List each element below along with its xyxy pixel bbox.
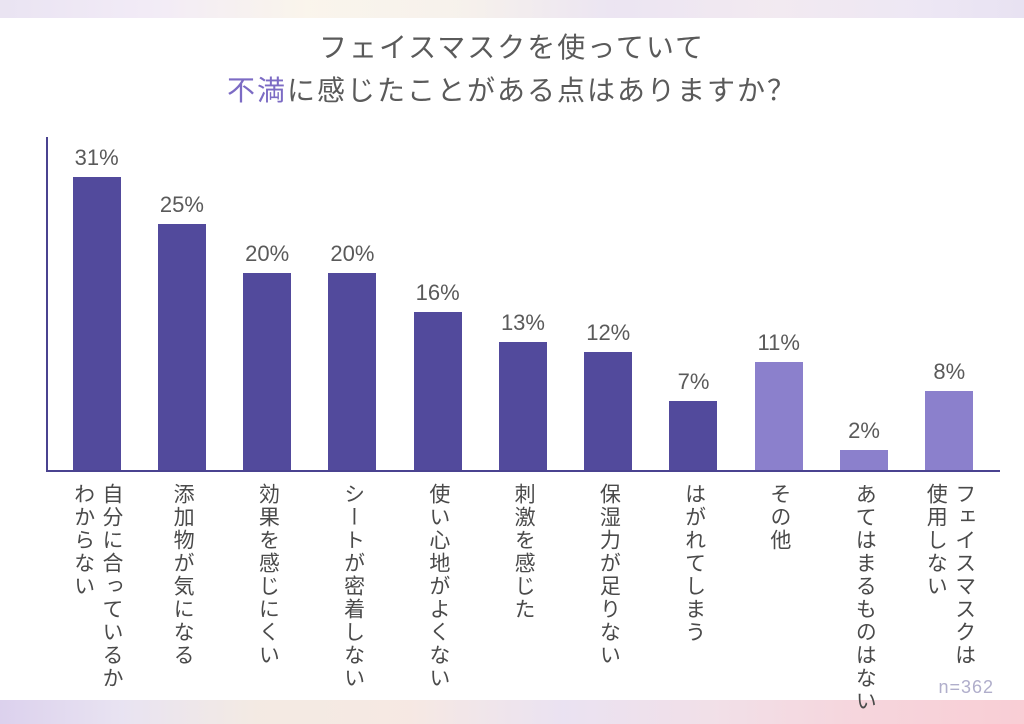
bar-slot: 7% bbox=[651, 145, 736, 470]
category-label: 刺激を感じた bbox=[509, 483, 537, 713]
bar-value-label: 13% bbox=[501, 310, 545, 336]
category-label: その他 bbox=[765, 483, 793, 713]
bar-rect bbox=[414, 312, 462, 470]
category-label: 添加物が気になる bbox=[168, 483, 196, 713]
plot-region: 31% 25% 20% 20% 16% 13% 12% 7% 11% 2% 8% bbox=[46, 145, 1000, 472]
label-slot: その他 bbox=[736, 483, 821, 713]
chart-area: 31%25%20%20%16%13%12%7%11%2%8% 自分に合っているか… bbox=[46, 145, 1000, 675]
label-slot: 効果を感じにくい bbox=[225, 483, 310, 713]
category-label: 保湿力が足りない bbox=[594, 483, 622, 713]
page-container: フェイスマスクを使っていて 不満に感じたことがある点はありますか？ 31% 25%… bbox=[0, 0, 1024, 724]
sample-size: n=362 bbox=[938, 677, 994, 698]
label-slot: 自分に合っているか わからない bbox=[54, 483, 139, 713]
category-label: 使い心地がよくない bbox=[424, 483, 452, 713]
bar-value-label: 7% bbox=[678, 369, 710, 395]
bar-value-label: 16% bbox=[416, 280, 460, 306]
label-slot: 使い心地がよくない bbox=[395, 483, 480, 713]
bar-value-label: 12% bbox=[586, 320, 630, 346]
bars-container: 31% 25% 20% 20% 16% 13% 12% 7% 11% 2% 8% bbox=[46, 145, 1000, 470]
label-slot: 刺激を感じた bbox=[480, 483, 565, 713]
label-slot: シートが密着しない bbox=[310, 483, 395, 713]
bar-slot: 8% bbox=[907, 145, 992, 470]
bar-slot: 12% bbox=[566, 145, 651, 470]
title-rest: に感じたことがある点はありますか？ bbox=[287, 75, 797, 106]
bar-slot: 11% bbox=[736, 145, 821, 470]
bar-slot: 20% bbox=[225, 145, 310, 470]
title-line-2: 不満に感じたことがある点はありますか？ bbox=[0, 69, 1024, 112]
bar-value-label: 11% bbox=[758, 330, 800, 356]
bar-value-label: 20% bbox=[245, 241, 289, 267]
bar-slot: 20% bbox=[310, 145, 395, 470]
bar-slot: 31% bbox=[54, 145, 139, 470]
bar-value-label: 2% bbox=[848, 418, 880, 444]
bar-value-label: 8% bbox=[933, 359, 965, 385]
title-line-1: フェイスマスクを使っていて bbox=[0, 26, 1024, 69]
label-slot: あてはまるものはない bbox=[821, 483, 906, 713]
bar-slot: 2% bbox=[821, 145, 906, 470]
category-label: シートが密着しない bbox=[338, 483, 366, 713]
label-slot: 保湿力が足りない bbox=[566, 483, 651, 713]
category-label: 効果を感じにくい bbox=[253, 483, 281, 713]
bar-value-label: 31% bbox=[75, 145, 119, 171]
bar-rect bbox=[158, 224, 206, 470]
bar-rect bbox=[584, 352, 632, 470]
bar-rect bbox=[840, 450, 888, 470]
label-slot: はがれてしまう bbox=[651, 483, 736, 713]
chart-title: フェイスマスクを使っていて 不満に感じたことがある点はありますか？ bbox=[0, 26, 1024, 113]
labels-container: 自分に合っているか わからない 添加物が気になる 効果を感じにくい シートが密着しない… bbox=[46, 483, 1000, 713]
bar-rect bbox=[73, 177, 121, 470]
bar-slot: 16% bbox=[395, 145, 480, 470]
category-label: あてはまるものはない bbox=[850, 483, 878, 713]
bar-slot: 13% bbox=[480, 145, 565, 470]
bar-value-label: 25% bbox=[160, 192, 204, 218]
bar-rect bbox=[243, 273, 291, 470]
bar-slot: 25% bbox=[139, 145, 224, 470]
label-slot: 添加物が気になる bbox=[139, 483, 224, 713]
bar-rect bbox=[925, 391, 973, 470]
bar-rect bbox=[669, 401, 717, 470]
title-accent-word: 不満 bbox=[227, 75, 287, 106]
bar-rect bbox=[328, 273, 376, 470]
bar-rect bbox=[499, 342, 547, 470]
bar-value-label: 20% bbox=[330, 241, 374, 267]
bar-rect bbox=[755, 362, 803, 470]
category-label: 自分に合っているか わからない bbox=[68, 483, 125, 713]
category-label: はがれてしまう bbox=[679, 483, 707, 713]
